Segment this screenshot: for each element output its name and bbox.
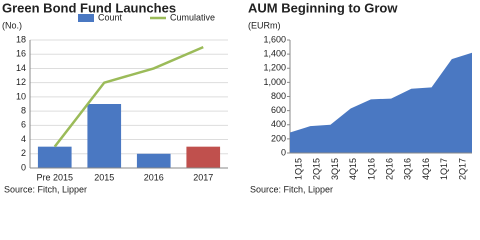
y-tick-label: 8: [21, 105, 26, 115]
y-tick-label: 1,000: [263, 77, 286, 87]
y-axis-label: (EURm): [248, 20, 281, 30]
legend-swatch: [78, 14, 94, 22]
x-tick-label: 1Q15: [293, 158, 303, 180]
bar: [186, 146, 221, 168]
x-tick-label: Pre 2015: [36, 172, 73, 182]
x-tick-label: 4Q15: [348, 158, 358, 180]
area: [290, 52, 472, 153]
x-tick-label: 2015: [94, 172, 114, 182]
y-tick-label: 4: [21, 134, 26, 144]
bar: [37, 146, 72, 168]
x-tick-label: 2Q17: [457, 158, 467, 180]
y-tick-label: 0: [21, 162, 26, 172]
chart-title: Green Bond Fund Launches: [2, 0, 176, 15]
x-tick-label: 1Q16: [366, 158, 376, 180]
y-tick-label: 10: [16, 91, 26, 101]
y-tick-label: 1,600: [263, 34, 286, 44]
y-tick-label: 1,400: [263, 49, 286, 59]
bar: [136, 153, 171, 168]
legend-label: Count: [98, 12, 123, 22]
chart-title: AUM Beginning to Grow: [248, 0, 398, 15]
x-tick-label: 2016: [144, 172, 164, 182]
y-tick-label: 200: [271, 133, 286, 143]
y-tick-label: 400: [271, 119, 286, 129]
x-tick-label: 2017: [193, 172, 213, 182]
bar: [87, 104, 122, 168]
y-tick-label: 12: [16, 77, 26, 87]
source: Source: Fitch, Lipper: [250, 184, 333, 194]
y-tick-label: 18: [16, 34, 26, 44]
y-tick-label: 600: [271, 105, 286, 115]
y-axis-label: (No.): [2, 20, 22, 30]
y-tick-label: 2: [21, 148, 26, 158]
y-tick-label: 800: [271, 91, 286, 101]
cumulative-line: [53, 45, 204, 148]
x-tick-label: 1Q17: [439, 158, 449, 180]
x-tick-label: 2Q15: [312, 158, 322, 180]
y-tick-label: 16: [16, 49, 26, 59]
y-tick-label: 1,200: [263, 63, 286, 73]
y-tick-label: 14: [16, 63, 26, 73]
x-tick-label: 2Q16: [384, 158, 394, 180]
y-tick-label: 6: [21, 120, 26, 130]
x-tick-label: 3Q15: [330, 158, 340, 180]
x-tick-label: 4Q16: [421, 158, 431, 180]
source: Source: Fitch, Lipper: [4, 184, 87, 194]
y-tick-label: 0: [281, 147, 286, 157]
x-tick-label: 3Q16: [403, 158, 413, 180]
legend-label: Cumulative: [170, 12, 215, 22]
chart-page: Green Bond Fund Launches (No.) Source: Fit…: [2, 0, 472, 194]
